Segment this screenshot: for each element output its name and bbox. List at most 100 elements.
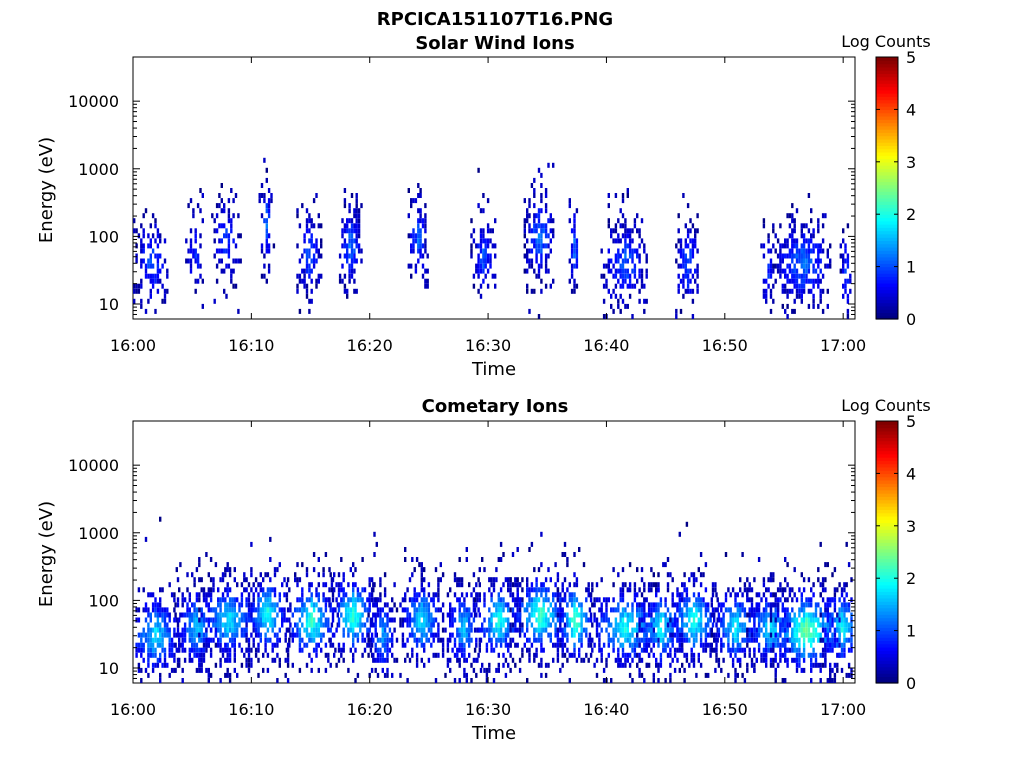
- heatmap-cell: [154, 622, 157, 628]
- heatmap-cell: [643, 298, 646, 304]
- heatmap-cell: [643, 248, 646, 254]
- heatmap-cell: [156, 258, 160, 264]
- heatmap-cell: [549, 228, 552, 234]
- heatmap-cell: [697, 567, 700, 573]
- heatmap-cell: [839, 253, 842, 259]
- heatmap-cell: [353, 278, 356, 284]
- heatmap-cell: [266, 592, 270, 598]
- heatmap-cell: [168, 617, 171, 623]
- heatmap-cell: [741, 637, 744, 643]
- heatmap-cell: [645, 597, 648, 603]
- heatmap-cell: [786, 562, 789, 568]
- heatmap-cell: [219, 602, 222, 608]
- heatmap-cell: [188, 612, 191, 618]
- heatmap-cell: [750, 657, 754, 663]
- heatmap-cell: [652, 678, 655, 683]
- heatmap-cell: [133, 218, 136, 224]
- heatmap-cell: [587, 617, 590, 623]
- heatmap-cell: [530, 238, 534, 244]
- heatmap-cell: [610, 622, 613, 628]
- heatmap-cell: [449, 632, 452, 638]
- heatmap-cell: [746, 592, 749, 598]
- heatmap-cell: [734, 612, 737, 618]
- heatmap-cell: [381, 657, 384, 663]
- heatmap-cell: [518, 622, 522, 628]
- colorbar-segment: [876, 79, 898, 84]
- heatmap-cell: [812, 293, 815, 299]
- heatmap-cell: [308, 587, 311, 593]
- heatmap-cell: [528, 612, 531, 618]
- heatmap-cell: [269, 617, 272, 623]
- heatmap-cell: [324, 617, 328, 623]
- colorbar-segment: [876, 525, 898, 530]
- heatmap-cell: [495, 577, 498, 583]
- heatmap-cell: [829, 642, 832, 648]
- heatmap-cell: [417, 238, 420, 244]
- heatmap-cell: [424, 243, 427, 249]
- heatmap-cell: [217, 622, 220, 628]
- heatmap-cell: [638, 243, 641, 249]
- heatmap-cell: [800, 652, 803, 658]
- heatmap-cell: [659, 617, 663, 623]
- heatmap-cell: [227, 263, 231, 269]
- heatmap-cell: [176, 602, 180, 608]
- heatmap-cell: [659, 662, 663, 668]
- heatmap-cell: [544, 612, 548, 618]
- heatmap-cell: [791, 238, 794, 244]
- y-tick-label: 10: [99, 659, 119, 678]
- heatmap-cell: [819, 678, 822, 683]
- heatmap-cell: [475, 268, 478, 274]
- heatmap-cell: [699, 607, 703, 613]
- heatmap-cell: [774, 602, 777, 608]
- heatmap-cell: [786, 632, 789, 638]
- heatmap-cell: [636, 622, 639, 628]
- heatmap-cell: [559, 602, 562, 608]
- heatmap-cell: [147, 273, 150, 279]
- heatmap-cell: [800, 622, 803, 628]
- heatmap-cell: [414, 233, 418, 239]
- heatmap-cell: [677, 248, 680, 254]
- heatmap-cell: [154, 607, 157, 613]
- heatmap-cell: [156, 268, 160, 274]
- heatmap-cell: [289, 622, 292, 628]
- heatmap-cell: [605, 263, 608, 269]
- heatmap-cell: [137, 288, 141, 294]
- heatmap-cell: [573, 213, 576, 219]
- heatmap-cell: [149, 642, 152, 648]
- heatmap-cell: [504, 617, 508, 623]
- heatmap-cell: [795, 627, 799, 633]
- heatmap-cell: [626, 188, 629, 193]
- heatmap-cell: [750, 612, 754, 618]
- heatmap-cell: [296, 607, 299, 613]
- heatmap-cell: [805, 238, 808, 244]
- heatmap-cell: [779, 268, 782, 274]
- heatmap-cell: [426, 253, 429, 259]
- heatmap-cell: [779, 263, 782, 269]
- heatmap-cell: [552, 218, 555, 224]
- heatmap-cell: [408, 597, 412, 603]
- heatmap-cell: [711, 607, 715, 613]
- heatmap-cell: [341, 263, 344, 269]
- heatmap-cell: [845, 607, 848, 613]
- heatmap-cell: [570, 263, 574, 269]
- heatmap-cell: [488, 667, 491, 673]
- heatmap-cell: [624, 228, 627, 234]
- heatmap-cell: [226, 567, 229, 573]
- heatmap-cell: [563, 592, 567, 598]
- heatmap-cell: [638, 642, 641, 648]
- heatmap-cell: [537, 314, 541, 319]
- heatmap-cell: [230, 188, 233, 193]
- heatmap-cell: [821, 587, 825, 593]
- heatmap-cell: [310, 602, 313, 608]
- heatmap-cell: [240, 592, 244, 598]
- heatmap-cell: [245, 627, 248, 633]
- heatmap-cell: [556, 627, 560, 633]
- heatmap-cell: [265, 238, 268, 244]
- heatmap-cell: [199, 208, 202, 214]
- heatmap-cell: [784, 577, 787, 583]
- heatmap-cell: [819, 662, 822, 668]
- heatmap-cell: [824, 562, 827, 568]
- heatmap-cell: [739, 642, 742, 648]
- heatmap-cell: [552, 657, 555, 663]
- heatmap-cell: [424, 218, 427, 224]
